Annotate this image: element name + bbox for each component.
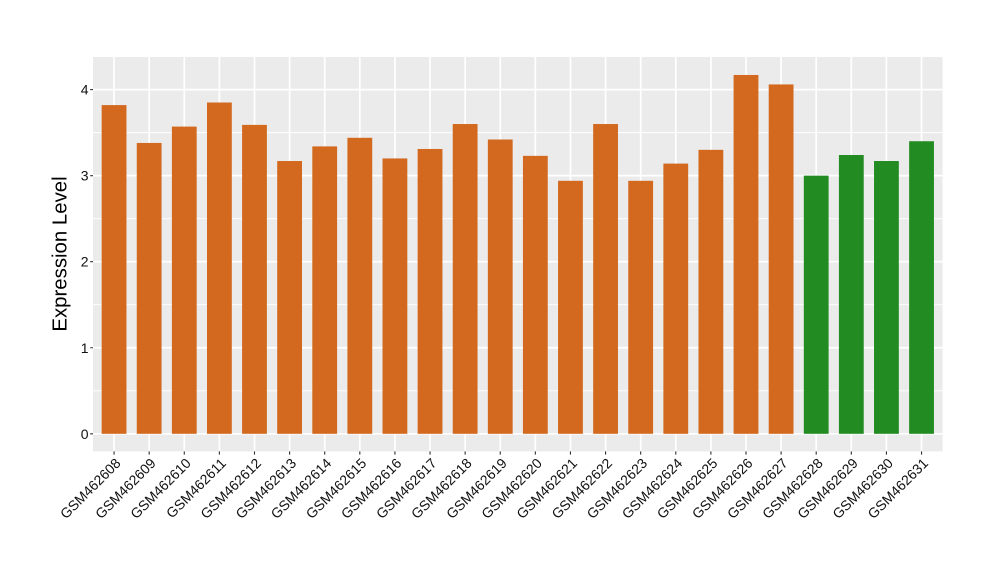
svg-text:3: 3	[81, 168, 89, 184]
svg-text:0: 0	[81, 426, 89, 442]
svg-text:2: 2	[81, 254, 89, 270]
svg-text:Expression Level: Expression Level	[50, 176, 72, 331]
svg-text:4: 4	[81, 82, 89, 98]
svg-text:1: 1	[81, 340, 89, 356]
